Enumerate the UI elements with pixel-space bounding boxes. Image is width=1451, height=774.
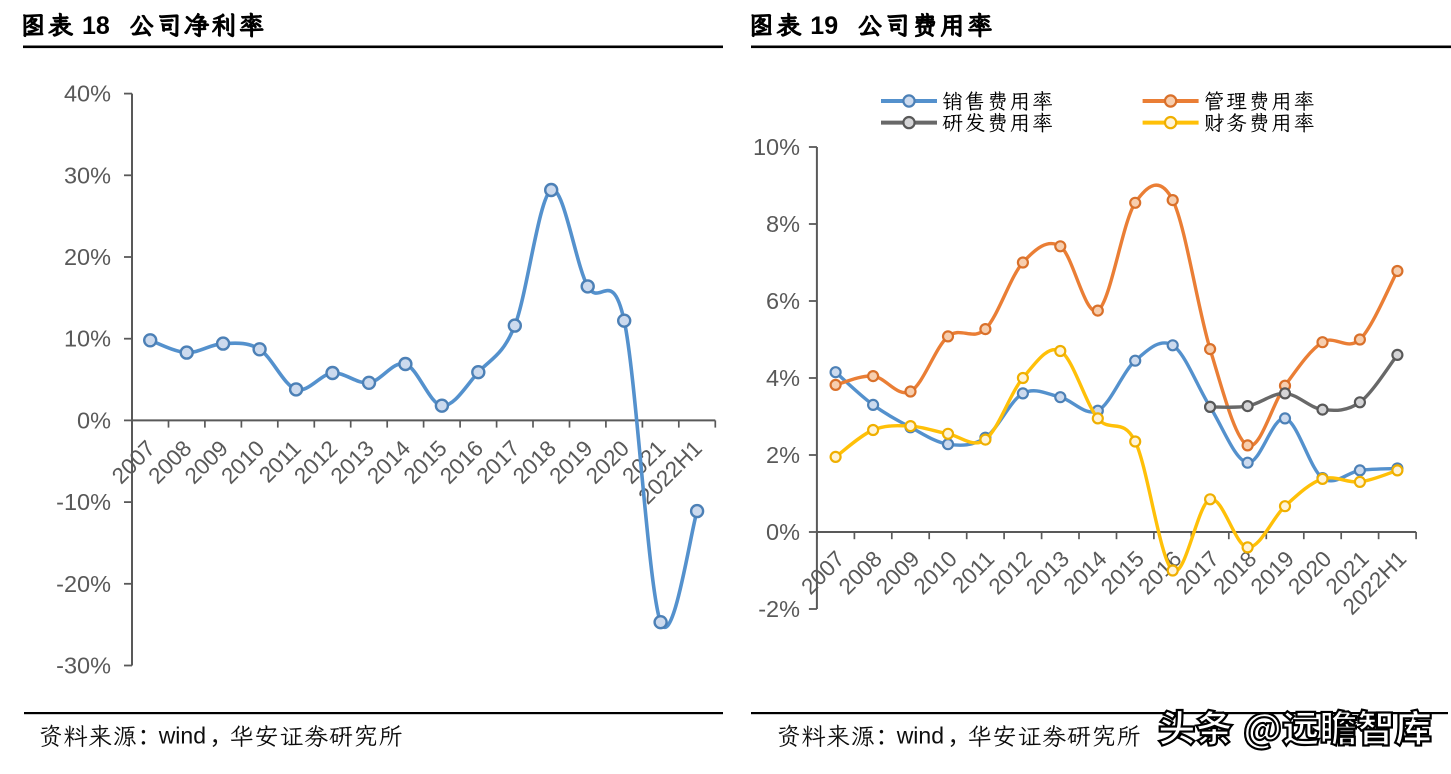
svg-text:-10%: -10% (56, 489, 111, 515)
svg-text:-20%: -20% (56, 571, 111, 597)
svg-text:6%: 6% (766, 288, 800, 314)
svg-text:10%: 10% (753, 134, 800, 160)
svg-text:18: 18 (82, 12, 110, 40)
svg-text:0%: 0% (77, 407, 111, 433)
svg-text:-2%: -2% (758, 596, 800, 622)
svg-text:wind: wind (896, 723, 944, 749)
svg-text:0%: 0% (766, 519, 800, 545)
svg-text:19: 19 (810, 12, 838, 40)
svg-text:4%: 4% (766, 365, 800, 391)
svg-text:10%: 10% (64, 326, 111, 352)
svg-text:8%: 8% (766, 211, 800, 237)
svg-text:wind: wind (158, 723, 206, 749)
svg-text:2%: 2% (766, 442, 800, 468)
svg-text:20%: 20% (64, 244, 111, 270)
svg-text:40%: 40% (64, 81, 111, 107)
svg-text:-30%: -30% (56, 653, 111, 679)
svg-text:30%: 30% (64, 162, 111, 188)
